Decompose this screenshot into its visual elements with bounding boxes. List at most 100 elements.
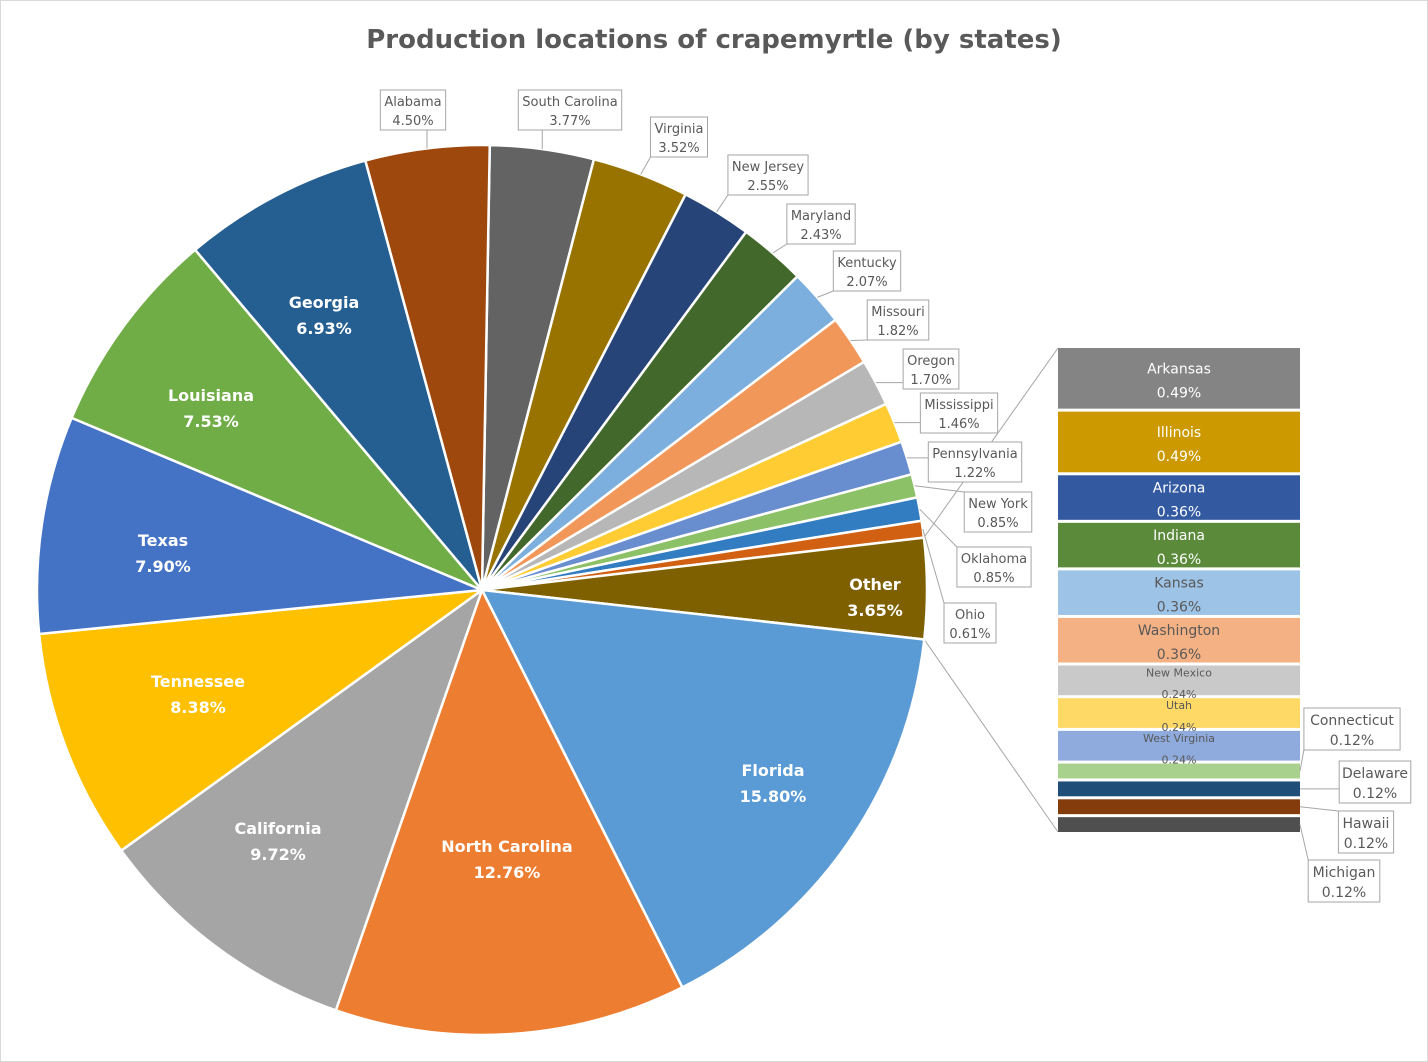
callout-box-kentucky — [832, 250, 902, 292]
callout-label-maryland: Maryland — [791, 209, 851, 224]
slice-value-florida: 15.80% — [740, 787, 807, 806]
callout-label-kentucky: Kentucky — [837, 256, 897, 271]
slice-label-tennessee: Tennessee — [151, 672, 245, 691]
callout-box-hawaii — [1337, 810, 1395, 854]
chart-title: Production locations of crapemyrtle (by … — [366, 25, 1062, 55]
callout-value-missouri: 1.82% — [877, 324, 918, 339]
bar-label-new-mexico: New Mexico — [1146, 666, 1212, 679]
slice-value-california: 9.72% — [250, 845, 306, 864]
bar-segment-washington — [1058, 617, 1300, 663]
callout-box-virginia — [649, 116, 709, 158]
bar-label-illinois: Illinois — [1157, 425, 1201, 441]
callout-label-pennsylvania: Pennsylvania — [932, 447, 1017, 462]
callout-label-new-york: New York — [968, 497, 1028, 512]
bar-value-new-mexico: 0.24% — [1162, 688, 1197, 701]
callout-value-maryland: 2.43% — [800, 228, 841, 243]
callout-box-maryland — [786, 203, 856, 245]
bar-label-utah: Utah — [1166, 699, 1192, 712]
callout-label-virginia: Virginia — [654, 122, 703, 137]
pie — [35, 143, 929, 1037]
callout-box-new-jersey — [727, 154, 809, 196]
bar-value-indiana: 0.36% — [1157, 552, 1201, 568]
bar-label-arkansas: Arkansas — [1147, 361, 1211, 377]
slice-label-georgia: Georgia — [289, 293, 360, 312]
bar-value-washington: 0.36% — [1157, 647, 1201, 663]
bar-value-arkansas: 0.49% — [1157, 385, 1201, 401]
callout-value-delaware: 0.12% — [1353, 786, 1397, 802]
slice-value-tennessee: 8.38% — [170, 698, 226, 717]
bar-label-arizona: Arizona — [1153, 481, 1206, 497]
leader-line-hawaii — [1299, 806, 1339, 812]
callout-label-mississippi: Mississippi — [924, 398, 993, 413]
slice-label-north-carolina: North Carolina — [441, 837, 572, 856]
bar-segment-new-mexico — [1058, 665, 1300, 696]
connector-line-bottom — [923, 639, 1059, 833]
callout-label-delaware: Delaware — [1342, 766, 1408, 782]
callout-label-oklahoma: Oklahoma — [961, 552, 1027, 567]
slice-label-texas: Texas — [138, 531, 188, 550]
slice-value-north-carolina: 12.76% — [474, 863, 541, 882]
callout-box-oklahoma — [956, 546, 1032, 588]
callout-box-new-york — [963, 491, 1033, 533]
bar-segment-kansas — [1058, 570, 1300, 615]
callout-box-missouri — [866, 299, 930, 341]
slice-label-california: California — [234, 819, 321, 838]
callout-value-oregon: 1.70% — [910, 373, 951, 388]
pie-slice-florida — [479, 588, 926, 990]
callout-box-delaware — [1338, 760, 1412, 804]
callout-box-michigan — [1307, 859, 1381, 903]
bar-segment-arkansas — [1058, 348, 1300, 409]
callout-box-mississippi — [919, 392, 999, 434]
bar-label-indiana: Indiana — [1153, 528, 1205, 544]
callout-value-virginia: 3.52% — [658, 141, 699, 156]
callout-box-oregon — [902, 348, 960, 390]
slice-label-louisiana: Louisiana — [168, 386, 254, 405]
bar-segment-utah — [1058, 698, 1300, 728]
callout-value-oklahoma: 0.85% — [973, 571, 1014, 586]
bar-value-west-virginia: 0.24% — [1162, 754, 1197, 767]
callout-value-kentucky: 2.07% — [846, 275, 887, 290]
callout-value-new-york: 0.85% — [977, 516, 1018, 531]
callout-value-michigan: 0.12% — [1322, 885, 1366, 901]
leader-line-new-york — [914, 485, 965, 493]
bar-value-arizona: 0.36% — [1157, 505, 1201, 521]
other-breakdown-bar — [1058, 348, 1300, 832]
callout-label-hawaii: Hawaii — [1343, 816, 1390, 832]
callout-box-ohio — [943, 602, 997, 644]
pie-slice-georgia — [193, 159, 484, 591]
callout-value-alabama: 4.50% — [392, 114, 433, 129]
pie-slice-north-carolina — [334, 586, 684, 1037]
leader-line-oklahoma — [919, 508, 958, 548]
callout-value-hawaii: 0.12% — [1344, 836, 1388, 852]
callout-label-new-jersey: New Jersey — [732, 160, 804, 175]
data-labels: South Carolina 3.77% Virginia 3.52% New Jers… — [135, 89, 1412, 903]
bar-segment-connecticut — [1058, 763, 1300, 779]
slice-value-louisiana: 7.53% — [183, 412, 239, 431]
callout-value-ohio: 0.61% — [949, 627, 990, 642]
bar-segment-michigan — [1058, 817, 1300, 832]
callout-value-mississippi: 1.46% — [938, 417, 979, 432]
callout-label-connecticut: Connecticut — [1310, 713, 1394, 729]
bar-segment-west-virginia — [1058, 730, 1300, 761]
leader-line-ohio — [922, 529, 945, 604]
leader-line-virginia — [640, 156, 651, 175]
callout-box-connecticut — [1303, 707, 1401, 751]
leader-line-connecticut — [1299, 749, 1305, 772]
bar-segment-delaware — [1058, 781, 1300, 797]
callout-label-michigan: Michigan — [1313, 865, 1376, 881]
callout-box-south-carolina — [517, 89, 623, 131]
leader-line-michigan — [1299, 824, 1309, 861]
slice-value-texas: 7.90% — [135, 557, 191, 576]
pie-slice-texas — [35, 416, 483, 636]
leader-line-maryland — [772, 243, 788, 254]
bar-value-illinois: 0.49% — [1157, 449, 1201, 465]
bar-segment-arizona — [1058, 475, 1300, 520]
leader-line-new-jersey — [716, 194, 729, 213]
bar-segment-illinois — [1058, 411, 1300, 473]
slice-label-other: Other — [849, 575, 900, 594]
callout-value-south-carolina: 3.77% — [549, 114, 590, 129]
pie-slice-alabama — [363, 143, 492, 591]
callout-value-pennsylvania: 1.22% — [954, 466, 995, 481]
pie-slice-california — [119, 586, 485, 1012]
callout-label-south-carolina: South Carolina — [522, 95, 617, 110]
